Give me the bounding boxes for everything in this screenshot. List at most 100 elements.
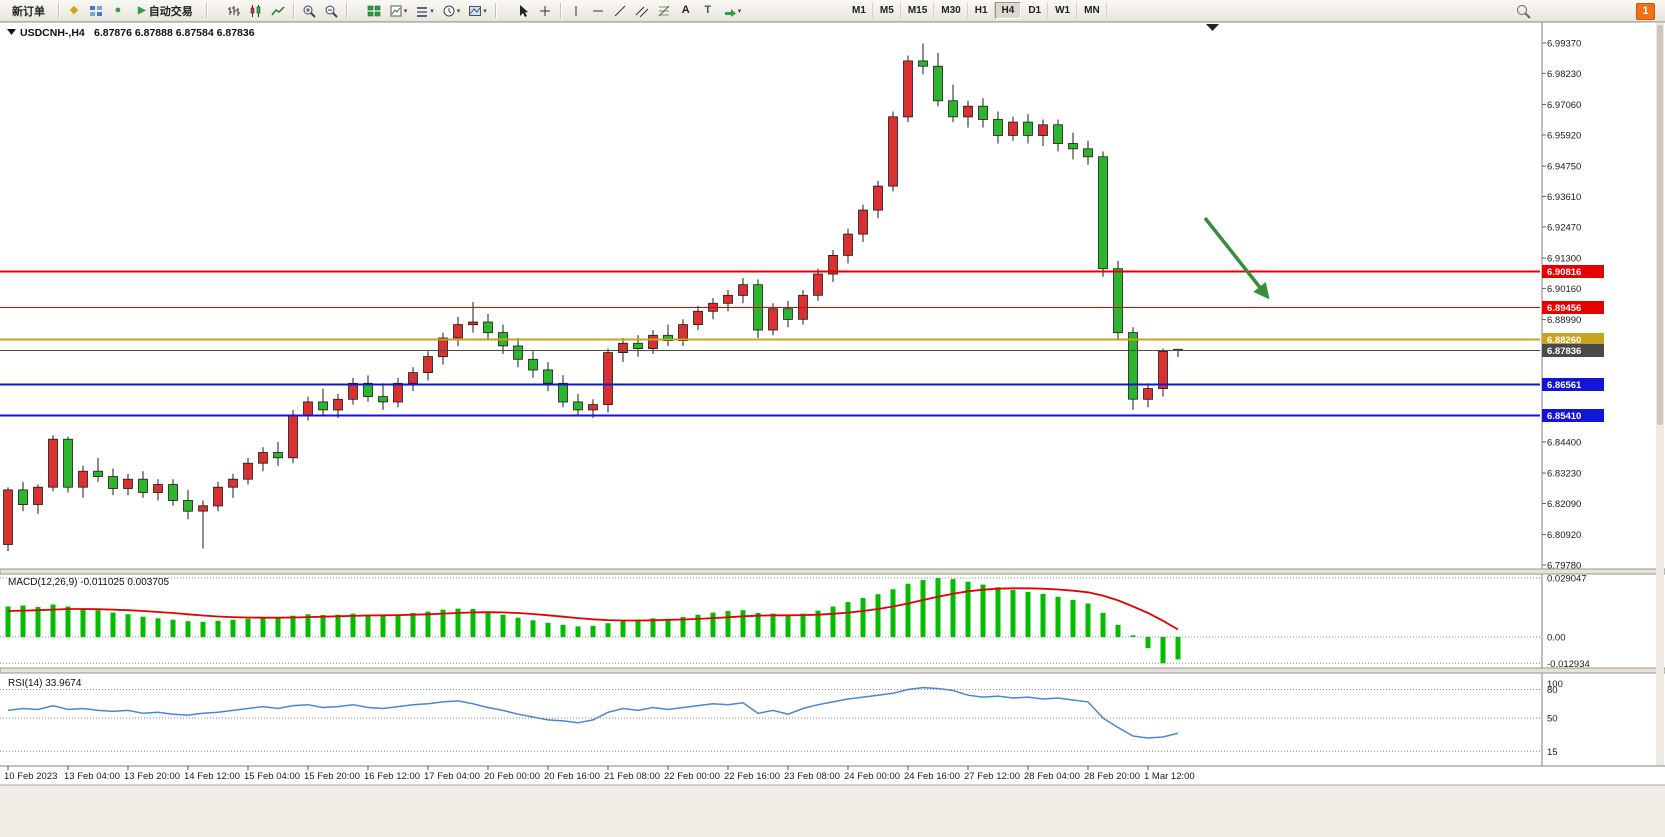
scrollbar-thumb[interactable] [1657,25,1663,425]
horizontal-line-button[interactable] [588,2,608,20]
navigator-button[interactable]: ● [108,2,128,20]
notification-badge[interactable]: 1 [1636,3,1655,20]
price-axis-label: 6.83230 [1547,469,1581,480]
chart-symbol-title: USDCNH-,H4 [20,27,85,39]
label-tool-icon: T [704,4,712,16]
candle-body [678,324,688,342]
templates-button[interactable]: ▾ [465,2,490,20]
channel-button[interactable] [632,2,652,20]
cursor-button[interactable] [513,2,533,20]
new-chart-button[interactable]: ▾ [386,2,411,20]
fibonacci-button[interactable] [654,2,674,20]
candle-body [963,105,973,118]
time-axis-label: 13 Feb 20:00 [124,771,180,782]
candle-body [948,100,958,118]
timeframe-button-w1[interactable]: W1 [1048,2,1078,19]
macd-axis-label: 0.00 [1547,633,1566,644]
chart-shift-marker[interactable] [1206,24,1219,31]
bar-chart-button[interactable] [224,2,244,20]
price-level-label-box [1542,409,1604,422]
price-axis-label: 6.92470 [1547,222,1581,233]
one-click-trading-icon[interactable] [7,29,16,35]
candle-body [858,209,868,235]
auto-trading-button[interactable]: ▶ 自动交易 [130,2,201,20]
vertical-line-button[interactable] [566,2,586,20]
fibonacci-icon [658,5,670,16]
timeframe-button-h4[interactable]: H4 [994,2,1022,19]
shapes-button[interactable]: ▾ [720,2,745,20]
candle-body [483,321,493,334]
timeframe-button-m30[interactable]: M30 [934,2,968,19]
candle-body [288,414,298,459]
price-level-label: 6.86561 [1547,380,1582,391]
candle-body [153,484,163,493]
macd-label: MACD(12,26,9) -0.011025 0.003705 [8,577,169,588]
periods-button[interactable]: ▾ [439,2,464,20]
price-axis-label: 6.94750 [1547,162,1581,173]
timeframe-button-m1[interactable]: M1 [845,2,873,19]
price-axis-label: 6.99370 [1547,39,1581,50]
zoom-in-button[interactable] [299,2,319,20]
macd-panel-separator[interactable] [0,568,1665,575]
candle-body [78,470,88,488]
vertical-scrollbar[interactable] [1656,23,1664,765]
candle-body [123,478,133,489]
timeframe-button-mn[interactable]: MN [1077,2,1107,19]
candle-body [3,489,13,545]
candle-body [468,321,478,326]
candle-chart-button[interactable] [246,2,266,20]
arrow-annotation-layer[interactable] [1203,216,1270,300]
navigator-icon: ● [114,4,122,16]
rsi-panel-separator[interactable] [0,667,1665,674]
candle-body [648,334,658,349]
candle-body [183,500,193,512]
candle-body [903,60,913,118]
candle-chart-icon [250,4,261,17]
profiles-button[interactable]: ▾ [412,2,437,20]
candle-body [633,342,643,349]
timeframe-toolbar: M1 M5 M15 M30 H1 H4 D1 W1 MN [845,1,1107,20]
bid-price-label-box [1542,344,1604,357]
new-order-button[interactable]: 新订单 [4,2,53,20]
timeframe-button-h1[interactable]: H1 [968,2,995,19]
dropdown-caret-icon: ▾ [483,7,487,15]
text-tool-button[interactable]: A [676,2,696,20]
chart-plot-area[interactable] [0,22,1665,785]
candle-body [93,470,103,477]
timeframe-button-m15[interactable]: M15 [901,2,935,19]
timeframe-button-d1[interactable]: D1 [1021,2,1049,19]
data-window-button[interactable] [86,2,106,20]
toolbar-separator [58,3,59,18]
time-axis-label: 16 Feb 12:00 [364,771,420,782]
timeframe-button-m5[interactable]: M5 [873,2,901,19]
rsi-axis-label: 100 [1547,679,1563,690]
candle-body [888,116,898,187]
line-chart-button[interactable] [268,2,288,20]
chart-ohlc-readout: 6.87876 6.87888 6.87584 6.87836 [94,27,255,39]
candle-body [363,382,373,397]
label-tool-button[interactable]: T [698,2,718,20]
trend-arrow-annotation[interactable] [1203,216,1270,300]
toolbar-separator [345,3,347,18]
search-button[interactable] [1513,2,1534,20]
price-axis[interactable]: 6.99370 6.98230 6.97060 6.95920 6.94750 6.936… [1542,39,1581,572]
price-axis-label: 6.90160 [1547,284,1581,295]
trendline-button[interactable] [610,2,630,20]
candle-body [873,185,883,211]
candle-body [1068,143,1078,150]
crosshair-button[interactable] [535,2,555,20]
candle-body [33,486,43,505]
price-axis-label: 6.82090 [1547,499,1581,510]
zoom-out-button[interactable] [321,2,341,20]
market-watch-button[interactable]: ◆ [64,2,84,20]
horizontal-price-lines[interactable]: 6.90816 6.89456 6.88260 6.86561 6.85410 6.878… [0,265,1604,422]
time-axis[interactable]: 10 Feb 2023 13 Feb 04:00 13 Feb 20:00 14 Fe… [4,766,1195,782]
time-axis-label: 23 Feb 08:00 [784,771,840,782]
candle-body [1083,148,1093,158]
tile-windows-button[interactable] [364,2,384,20]
zoom-out-icon [325,5,338,18]
dropdown-caret-icon: ▾ [403,7,408,15]
price-axis-label: 6.91300 [1547,254,1581,265]
price-level-label: 6.90816 [1547,267,1581,278]
